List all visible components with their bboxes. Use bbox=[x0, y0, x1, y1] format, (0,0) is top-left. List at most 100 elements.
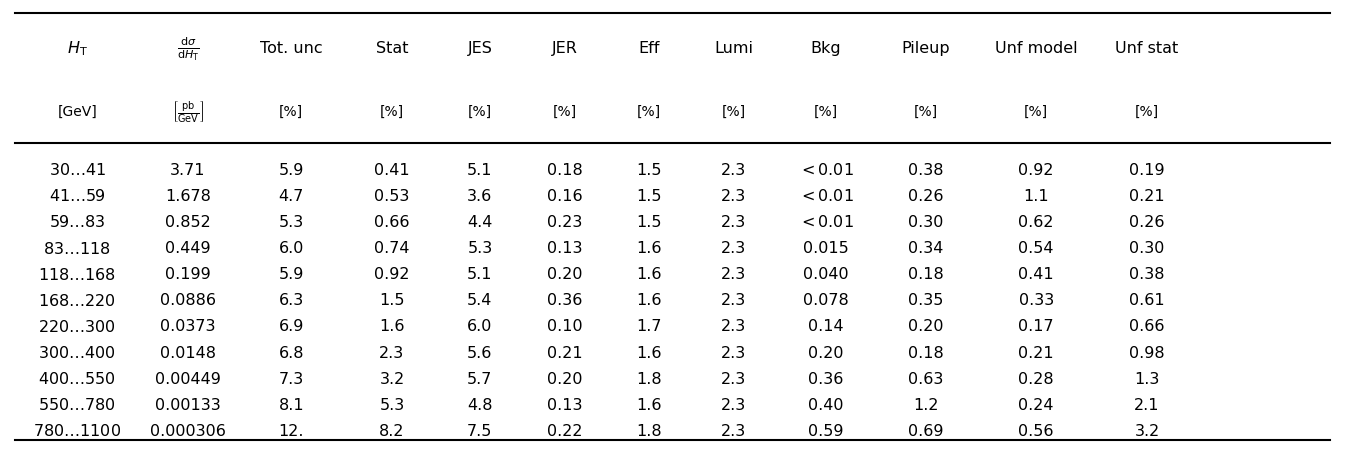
Text: 5.3: 5.3 bbox=[467, 241, 492, 256]
Text: 1.5: 1.5 bbox=[379, 293, 405, 308]
Text: 0.38: 0.38 bbox=[908, 163, 943, 178]
Text: 12.: 12. bbox=[278, 424, 304, 439]
Text: 0.000306: 0.000306 bbox=[151, 424, 226, 439]
Text: 0.69: 0.69 bbox=[908, 424, 943, 439]
Text: 1.8: 1.8 bbox=[636, 371, 662, 386]
Text: 0.62: 0.62 bbox=[1018, 215, 1054, 230]
Text: 0.30: 0.30 bbox=[908, 215, 943, 230]
Text: 2.1: 2.1 bbox=[1134, 398, 1159, 413]
Text: Bkg: Bkg bbox=[811, 41, 842, 56]
Text: 0.92: 0.92 bbox=[374, 267, 410, 282]
Text: 0.015: 0.015 bbox=[803, 241, 849, 256]
Text: $<$0.01: $<$0.01 bbox=[799, 214, 854, 231]
Text: 1.6: 1.6 bbox=[636, 346, 662, 361]
Text: [%]: [%] bbox=[379, 105, 404, 119]
Text: 5.1: 5.1 bbox=[467, 163, 492, 178]
Text: 0.59: 0.59 bbox=[808, 424, 843, 439]
Text: Lumi: Lumi bbox=[714, 41, 753, 56]
Text: 1.6: 1.6 bbox=[636, 267, 662, 282]
Text: 3.6: 3.6 bbox=[467, 189, 492, 204]
Text: 0.18: 0.18 bbox=[546, 163, 582, 178]
Text: 1.678: 1.678 bbox=[165, 189, 211, 204]
Text: 0.33: 0.33 bbox=[1018, 293, 1054, 308]
Text: $83\ldots118$: $83\ldots118$ bbox=[43, 241, 112, 256]
Text: 0.17: 0.17 bbox=[1018, 319, 1054, 334]
Text: $400\ldots550$: $400\ldots550$ bbox=[38, 371, 116, 387]
Text: 0.61: 0.61 bbox=[1130, 293, 1165, 308]
Text: $780\ldots1100$: $780\ldots1100$ bbox=[34, 424, 121, 439]
Text: 1.6: 1.6 bbox=[636, 398, 662, 413]
Text: 4.4: 4.4 bbox=[467, 215, 492, 230]
Text: [%]: [%] bbox=[638, 105, 662, 119]
Text: 0.13: 0.13 bbox=[546, 398, 582, 413]
Text: 0.00133: 0.00133 bbox=[155, 398, 221, 413]
Text: 0.30: 0.30 bbox=[1130, 241, 1165, 256]
Text: 0.0373: 0.0373 bbox=[160, 319, 215, 334]
Text: 5.7: 5.7 bbox=[467, 371, 492, 386]
Text: 0.13: 0.13 bbox=[546, 241, 582, 256]
Text: 0.20: 0.20 bbox=[908, 319, 943, 334]
Text: 1.3: 1.3 bbox=[1134, 371, 1159, 386]
Text: $\left[\frac{\mathrm{pb}}{\mathrm{GeV}}\right]$: $\left[\frac{\mathrm{pb}}{\mathrm{GeV}}\… bbox=[172, 99, 204, 125]
Text: $59\ldots83$: $59\ldots83$ bbox=[48, 214, 105, 231]
Text: $30\ldots41$: $30\ldots41$ bbox=[48, 162, 106, 178]
Text: $<$0.01: $<$0.01 bbox=[799, 162, 854, 178]
Text: 5.1: 5.1 bbox=[467, 267, 492, 282]
Text: 0.41: 0.41 bbox=[374, 163, 410, 178]
Text: 2.3: 2.3 bbox=[379, 346, 405, 361]
Text: 1.5: 1.5 bbox=[636, 215, 662, 230]
Text: 0.63: 0.63 bbox=[908, 371, 943, 386]
Text: 1.5: 1.5 bbox=[636, 163, 662, 178]
Text: $550\ldots780$: $550\ldots780$ bbox=[38, 397, 116, 413]
Text: 1.1: 1.1 bbox=[1024, 189, 1049, 204]
Text: 2.3: 2.3 bbox=[721, 371, 746, 386]
Text: 4.8: 4.8 bbox=[467, 398, 492, 413]
Text: 3.71: 3.71 bbox=[171, 163, 206, 178]
Text: 0.92: 0.92 bbox=[1018, 163, 1054, 178]
Text: 0.21: 0.21 bbox=[1018, 346, 1054, 361]
Text: JER: JER bbox=[551, 41, 577, 56]
Text: 0.26: 0.26 bbox=[908, 189, 943, 204]
Text: 2.3: 2.3 bbox=[721, 424, 746, 439]
Text: 6.8: 6.8 bbox=[278, 346, 304, 361]
Text: 0.22: 0.22 bbox=[546, 424, 582, 439]
Text: 0.10: 0.10 bbox=[546, 319, 582, 334]
Text: 2.3: 2.3 bbox=[721, 398, 746, 413]
Text: 6.0: 6.0 bbox=[467, 319, 492, 334]
Text: 1.8: 1.8 bbox=[636, 424, 662, 439]
Text: 7.5: 7.5 bbox=[467, 424, 492, 439]
Text: 5.9: 5.9 bbox=[278, 163, 304, 178]
Text: $H_{\mathrm{T}}$: $H_{\mathrm{T}}$ bbox=[67, 39, 87, 58]
Text: 0.040: 0.040 bbox=[803, 267, 849, 282]
Text: Stat: Stat bbox=[375, 41, 409, 56]
Text: 8.1: 8.1 bbox=[278, 398, 304, 413]
Text: 0.199: 0.199 bbox=[165, 267, 211, 282]
Text: 5.6: 5.6 bbox=[467, 346, 492, 361]
Text: [%]: [%] bbox=[280, 105, 304, 119]
Text: JES: JES bbox=[468, 41, 492, 56]
Text: 2.3: 2.3 bbox=[721, 189, 746, 204]
Text: 0.66: 0.66 bbox=[1130, 319, 1165, 334]
Text: 0.34: 0.34 bbox=[908, 241, 943, 256]
Text: 0.54: 0.54 bbox=[1018, 241, 1054, 256]
Text: $118\ldots168$: $118\ldots168$ bbox=[38, 267, 116, 283]
Text: 2.3: 2.3 bbox=[721, 319, 746, 334]
Text: 0.38: 0.38 bbox=[1130, 267, 1165, 282]
Text: $220\ldots300$: $220\ldots300$ bbox=[38, 319, 116, 335]
Text: 1.5: 1.5 bbox=[636, 189, 662, 204]
Text: 6.0: 6.0 bbox=[278, 241, 304, 256]
Text: 0.53: 0.53 bbox=[374, 189, 410, 204]
Text: 2.3: 2.3 bbox=[721, 267, 746, 282]
Text: 6.9: 6.9 bbox=[278, 319, 304, 334]
Text: 0.36: 0.36 bbox=[547, 293, 582, 308]
Text: 1.6: 1.6 bbox=[636, 293, 662, 308]
Text: Unf stat: Unf stat bbox=[1115, 41, 1178, 56]
Text: $168\ldots220$: $168\ldots220$ bbox=[38, 293, 116, 309]
Text: [GeV]: [GeV] bbox=[58, 105, 97, 119]
Text: Eff: Eff bbox=[639, 41, 659, 56]
Text: 0.26: 0.26 bbox=[1130, 215, 1165, 230]
Text: 0.74: 0.74 bbox=[374, 241, 410, 256]
Text: 6.3: 6.3 bbox=[278, 293, 304, 308]
Text: 0.852: 0.852 bbox=[165, 215, 211, 230]
Text: 0.0886: 0.0886 bbox=[160, 293, 217, 308]
